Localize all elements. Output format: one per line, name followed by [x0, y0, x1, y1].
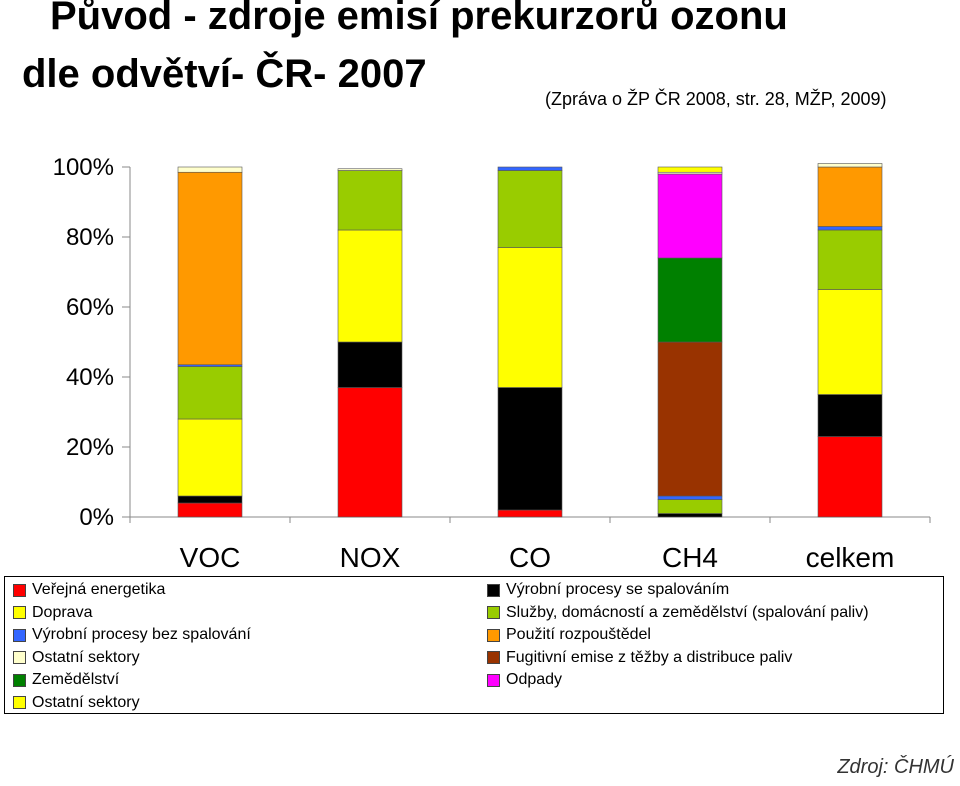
bar-segment: [497, 387, 563, 511]
chart-title-line1: Původ - zdroje emisí prekurzorů ozonu: [50, 0, 788, 38]
legend-swatch: [13, 673, 26, 687]
x-tick-label: NOX: [340, 542, 401, 573]
legend-label: Ostatní sektory: [32, 648, 140, 666]
y-tick-label: 20%: [66, 434, 114, 461]
bar-segment: [657, 257, 723, 343]
legend-item: Ostatní sektory: [13, 692, 140, 714]
bar-segment: [817, 436, 883, 518]
bar-segment: [817, 229, 883, 290]
chart-title-line2: dle odvětví- ČR- 2007: [22, 52, 427, 96]
legend-item: Zemědělství: [13, 669, 119, 691]
legend-label: Výrobní procesy se spalováním: [506, 581, 730, 598]
bar-segment: [337, 170, 403, 231]
legend-label: Doprava: [32, 603, 93, 621]
bar-segment: [337, 168, 403, 171]
chart-legend: Veřejná energetika Doprava Výrobní procesy…: [4, 576, 944, 714]
legend-label: Veřejná energetika: [32, 581, 166, 598]
x-tick-label: CO: [509, 542, 551, 573]
bar-segment: [337, 387, 403, 518]
bar-segment: [817, 166, 883, 227]
bar-segment: [657, 495, 723, 500]
legend-label: Zemědělství: [32, 671, 120, 688]
legend-item: Ostatní sektory: [13, 647, 140, 669]
legend-label: Fugitivní emise z těžby a distribuce pal…: [506, 648, 793, 666]
bar-segment: [497, 247, 563, 388]
bar-segment: [497, 166, 563, 171]
bar-segment: [177, 366, 243, 420]
y-tick-label: 40%: [66, 364, 114, 391]
bar-segment: [497, 509, 563, 518]
bar-segment: [177, 171, 243, 366]
bar-segment: [657, 513, 723, 518]
bar-segment: [657, 173, 723, 259]
bar-segment: [337, 341, 403, 388]
bar-segment: [817, 163, 883, 168]
legend-swatch: [487, 628, 500, 642]
legend-item: Odpady: [487, 669, 562, 691]
legend-swatch: [487, 606, 500, 619]
legend-label: Použití rozpouštědel: [506, 626, 651, 643]
legend-swatch: [487, 673, 500, 687]
legend-item: Služby, domácností a zemědělství (spalov…: [487, 602, 869, 624]
y-tick-label: 60%: [66, 294, 114, 321]
bar-segment: [817, 226, 883, 231]
legend-swatch: [13, 606, 26, 619]
chart-subtitle: (Zpráva o ŽP ČR 2008, str. 28, MŽP, 2009…: [545, 89, 887, 109]
legend-item: Výrobní procesy bez spalování: [13, 624, 251, 646]
y-tick-label: 100%: [53, 154, 114, 181]
legend-item: Veřejná energetika: [13, 579, 165, 601]
bar-segment: [177, 495, 243, 504]
legend-label: Výrobní procesy bez spalování: [32, 626, 251, 643]
source-note: Zdroj: ČHMÚ: [837, 756, 954, 778]
legend-item: Doprava: [13, 602, 92, 624]
legend-item: Fugitivní emise z těžby a distribuce pal…: [487, 647, 792, 669]
stacked-bar-chart: 0% 20% 40% 60% 80% 100% VOC NOX CO CH4 celkem: [53, 154, 931, 573]
x-tick-label: CH4: [662, 542, 718, 573]
bar-segment: [657, 499, 723, 514]
bar-segment: [817, 289, 883, 395]
legend-swatch: [13, 651, 26, 664]
legend-item: Použití rozpouštědel: [487, 624, 651, 646]
legend-swatch: [13, 628, 26, 642]
bar-segment: [657, 341, 723, 497]
x-tick-label: celkem: [806, 542, 895, 573]
y-tick-label: 0%: [79, 504, 114, 531]
y-tick-label: 80%: [66, 224, 114, 251]
legend-label: Služby, domácností a zemědělství (spalov…: [506, 603, 869, 621]
legend-swatch: [13, 583, 26, 597]
bar-segment: [337, 229, 403, 343]
bar-segment: [497, 170, 563, 248]
legend-swatch: [487, 583, 500, 597]
legend-label: Odpady: [506, 671, 563, 688]
legend-swatch: [487, 651, 500, 664]
x-tick-label: VOC: [180, 542, 241, 573]
legend-item: Výrobní procesy se spalováním: [487, 579, 729, 601]
legend-label: Ostatní sektory: [32, 693, 140, 711]
bar-segment: [657, 166, 723, 173]
legend-swatch: [13, 696, 26, 709]
bar-segment: [177, 166, 243, 173]
bar-segment: [817, 394, 883, 437]
bar-segment: [177, 418, 243, 497]
bar-segment: [177, 502, 243, 518]
